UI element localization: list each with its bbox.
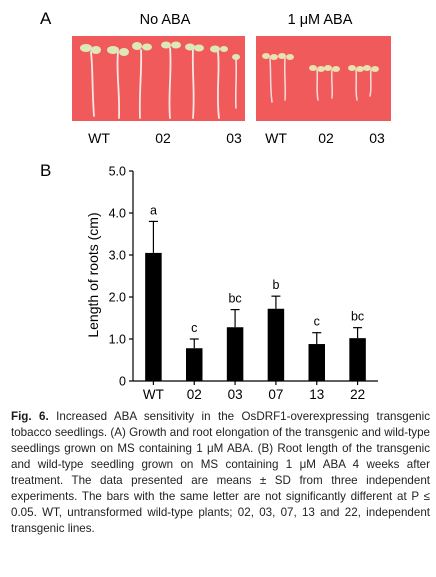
bar-22 bbox=[349, 338, 366, 381]
plate-aba-label-02: 02 bbox=[318, 130, 334, 146]
seedlings-no-aba bbox=[90, 47, 238, 119]
x-tick-label-13: 13 bbox=[309, 387, 324, 402]
plate-no-aba-label-03: 03 bbox=[226, 130, 242, 146]
figure-caption-text: Increased ABA sensitivity in the OsDRF1-… bbox=[11, 410, 431, 535]
y-axis-label: Length of roots (cm) bbox=[85, 212, 101, 337]
x-tick-label-03: 03 bbox=[228, 387, 243, 402]
plate-aba-label-wt: WT bbox=[265, 130, 287, 146]
significance-letter-02: c bbox=[191, 321, 197, 335]
significance-letter-03: bc bbox=[228, 292, 241, 306]
plate-aba-background bbox=[256, 36, 391, 121]
significance-letter-wt: a bbox=[150, 203, 157, 217]
cotyledons-no-aba bbox=[80, 41, 240, 60]
cotyledons-aba bbox=[262, 53, 379, 72]
y-tick-label: 3.0 bbox=[109, 249, 126, 263]
x-tick-label-02: 02 bbox=[187, 387, 202, 402]
plate-no-aba-label-02: 02 bbox=[155, 130, 171, 146]
bar-wt bbox=[145, 252, 162, 381]
x-tick-label-wt: WT bbox=[143, 387, 164, 402]
significance-letter-13: c bbox=[314, 315, 320, 329]
plate-aba bbox=[256, 36, 391, 121]
bar-13 bbox=[308, 344, 325, 381]
significance-letter-22: bc bbox=[351, 310, 364, 324]
plate-no-aba-label-wt: WT bbox=[88, 130, 110, 146]
y-tick-label: 4.0 bbox=[109, 207, 126, 221]
plate-no-aba bbox=[72, 36, 245, 121]
bar-03 bbox=[226, 327, 244, 381]
x-tick-label-07: 07 bbox=[268, 387, 283, 402]
seedlings-aba bbox=[269, 57, 372, 103]
figure-caption: Fig. 6. Increased ABA sensitivity in the… bbox=[11, 409, 430, 537]
y-tick-label: 5.0 bbox=[109, 165, 126, 179]
no-aba-label: No ABA bbox=[140, 12, 191, 28]
y-tick-label: 1.0 bbox=[109, 333, 126, 347]
aba-label: 1 μM ABA bbox=[288, 12, 353, 28]
root-length-chart: 0 1.0 2.0 3.0 4.0 5.0 a WT c 02 bc 03 b 07 c 13 bc 22 bbox=[109, 165, 378, 402]
significance-letter-07: b bbox=[272, 278, 279, 292]
x-tick-label-22: 22 bbox=[350, 387, 365, 402]
y-tick-label: 2.0 bbox=[109, 291, 126, 305]
figure-label: Fig. 6. bbox=[11, 410, 49, 423]
y-tick-label: 0 bbox=[119, 375, 126, 389]
bar-02 bbox=[186, 348, 203, 381]
plate-aba-label-03: 03 bbox=[369, 130, 385, 146]
panel-b-letter: B bbox=[40, 161, 51, 180]
bar-07 bbox=[267, 308, 285, 381]
panel-a-letter: A bbox=[40, 9, 52, 28]
